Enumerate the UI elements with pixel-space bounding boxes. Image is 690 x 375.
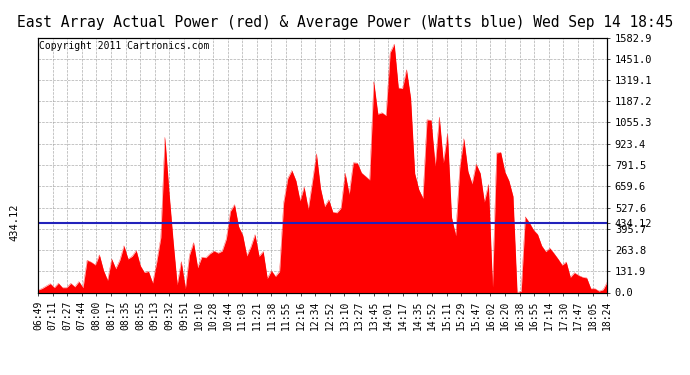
Text: East Array Actual Power (red) & Average Power (Watts blue) Wed Sep 14 18:45: East Array Actual Power (red) & Average … [17, 15, 673, 30]
Text: 434.12: 434.12 [9, 204, 19, 242]
Text: Copyright 2011 Cartronics.com: Copyright 2011 Cartronics.com [39, 41, 210, 51]
